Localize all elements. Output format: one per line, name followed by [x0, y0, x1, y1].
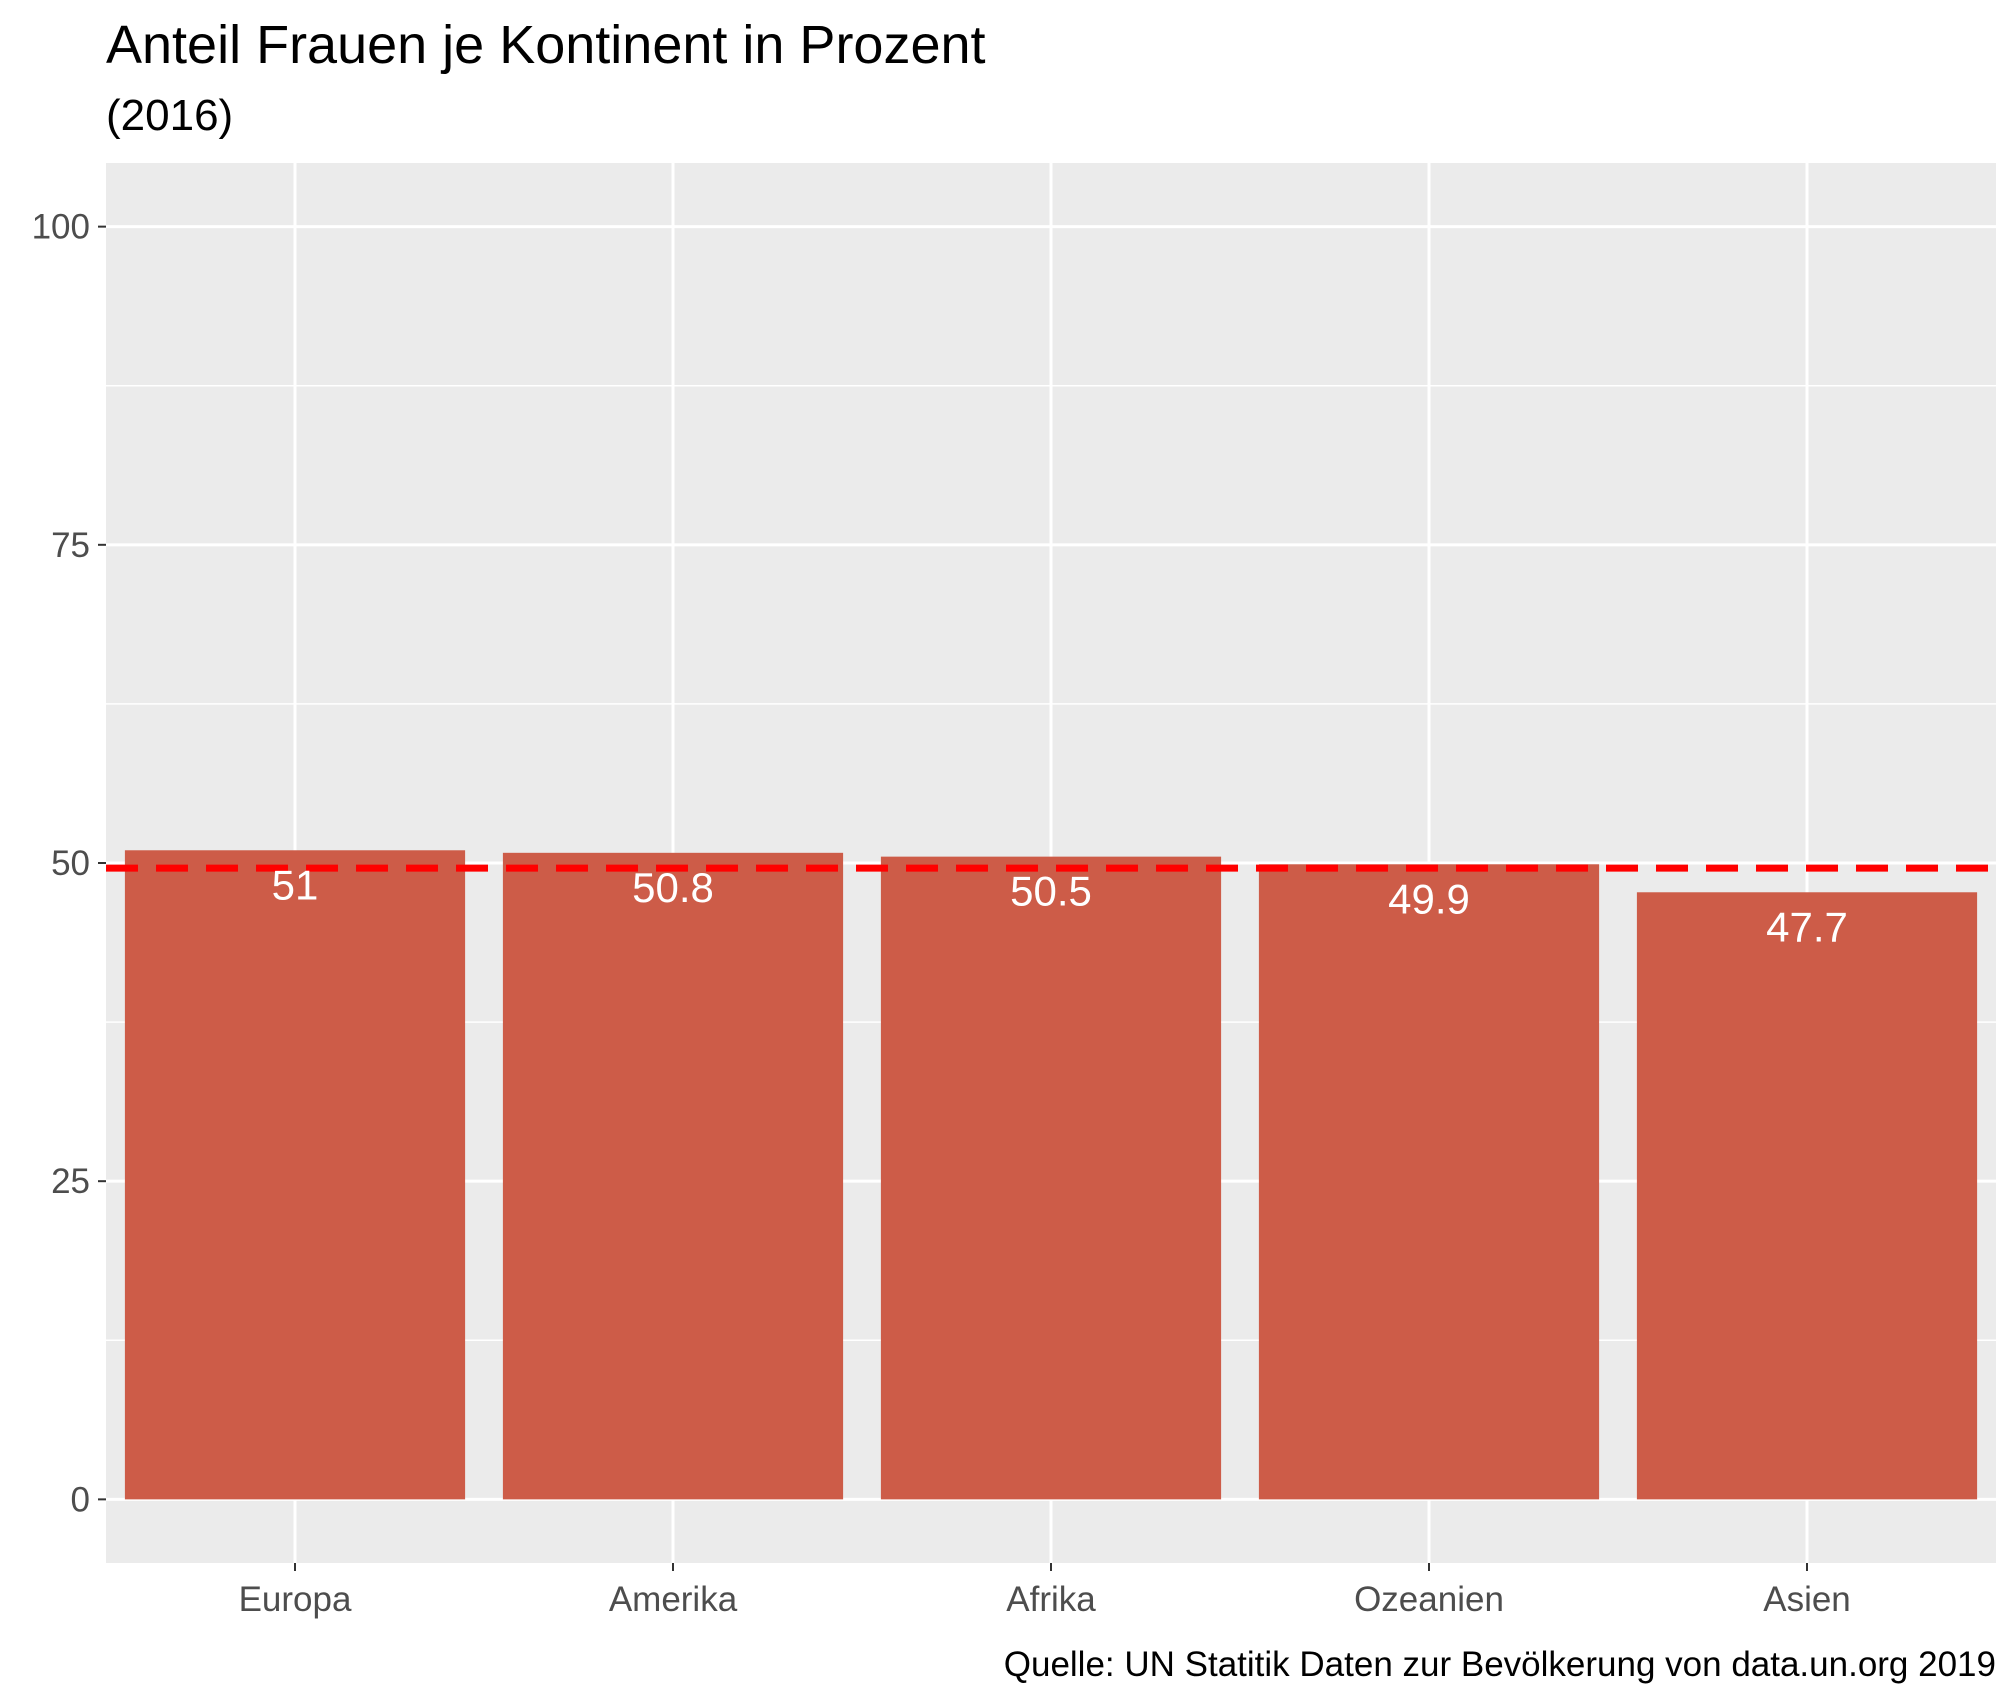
x-tick-label: Asien: [1763, 1580, 1851, 1619]
bar: [1636, 892, 1978, 1500]
x-axis-ticks: Europa Amerika Afrika Ozeanien Asien: [239, 1563, 1851, 1619]
bar: [880, 856, 1222, 1500]
chart-caption: Quelle: UN Statitik Daten zur Bevölkerun…: [1004, 1645, 1996, 1684]
y-tick-label: 75: [51, 526, 90, 565]
y-tick-label: 50: [51, 844, 90, 883]
bar-value-label: 50.8: [632, 864, 714, 911]
chart-subtitle: (2016): [106, 91, 233, 140]
x-tick-label: Europa: [239, 1580, 352, 1619]
y-tick-label: 25: [51, 1162, 90, 1201]
y-axis-ticks: 0 25 50 75 100: [32, 208, 106, 1519]
bar-value-label: 50.5: [1010, 868, 1092, 915]
bar: [1258, 864, 1600, 1500]
bar-value-label: 51: [272, 861, 319, 908]
x-tick-label: Amerika: [609, 1580, 738, 1619]
bar-value-label: 47.7: [1766, 903, 1848, 950]
chart-title: Anteil Frauen je Kontinent in Prozent: [106, 15, 986, 75]
bar: [502, 852, 844, 1500]
x-tick-label: Afrika: [1006, 1580, 1096, 1619]
bars: [124, 850, 1978, 1500]
y-tick-label: 100: [32, 208, 90, 247]
bar: [124, 850, 466, 1500]
y-tick-label: 0: [71, 1480, 90, 1519]
x-tick-label: Ozeanien: [1354, 1580, 1504, 1619]
bar-value-label: 49.9: [1388, 875, 1470, 922]
bar-value-labels: 51 50.8 50.5 49.9 47.7: [272, 861, 1848, 950]
